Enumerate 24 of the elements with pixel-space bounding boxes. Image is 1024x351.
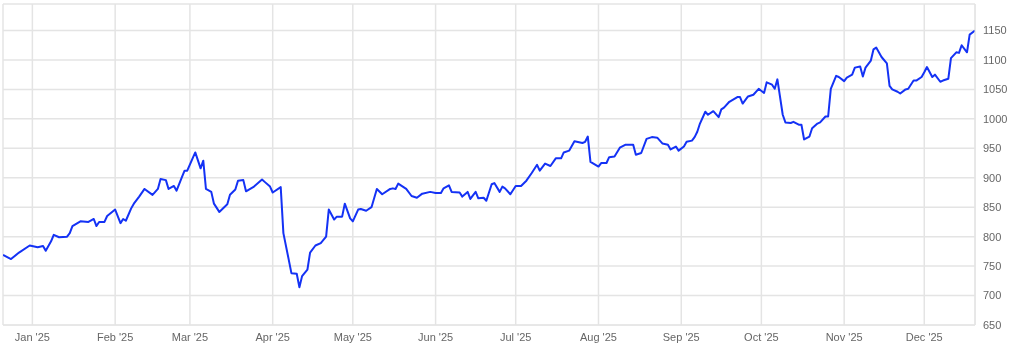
y-tick-label: 700 (983, 289, 1002, 302)
x-tick-label: Jun '25 (418, 330, 454, 343)
y-tick-label: 950 (983, 142, 1002, 155)
x-tick-label: Sep '25 (662, 330, 700, 343)
y-tick-label: 1050 (983, 83, 1008, 96)
y-tick-label: 900 (983, 171, 1002, 184)
line-series (3, 29, 975, 289)
x-tick-label: May '25 (333, 330, 372, 343)
x-tick-label: Nov '25 (825, 330, 863, 343)
x-tick-label: Jan '25 (14, 330, 50, 343)
y-tick-label: 800 (983, 230, 1002, 243)
y-tick-label: 750 (983, 260, 1002, 273)
x-tick-label: Apr '25 (255, 330, 290, 343)
x-tick-label: Mar '25 (171, 330, 209, 343)
y-tick-label: 1000 (983, 112, 1008, 125)
x-tick-label: Jul '25 (499, 330, 532, 343)
y-tick-label: 850 (983, 201, 1002, 214)
x-tick-label: Feb '25 (96, 330, 134, 343)
x-tick-label: Dec '25 (905, 330, 943, 343)
x-tick-label: Aug '25 (580, 330, 617, 343)
y-tick-label: 1150 (983, 24, 1007, 37)
y-tick-label: 650 (983, 318, 1002, 331)
x-tick-label: Oct '25 (744, 330, 779, 343)
y-tick-label: 1100 (983, 53, 1007, 66)
